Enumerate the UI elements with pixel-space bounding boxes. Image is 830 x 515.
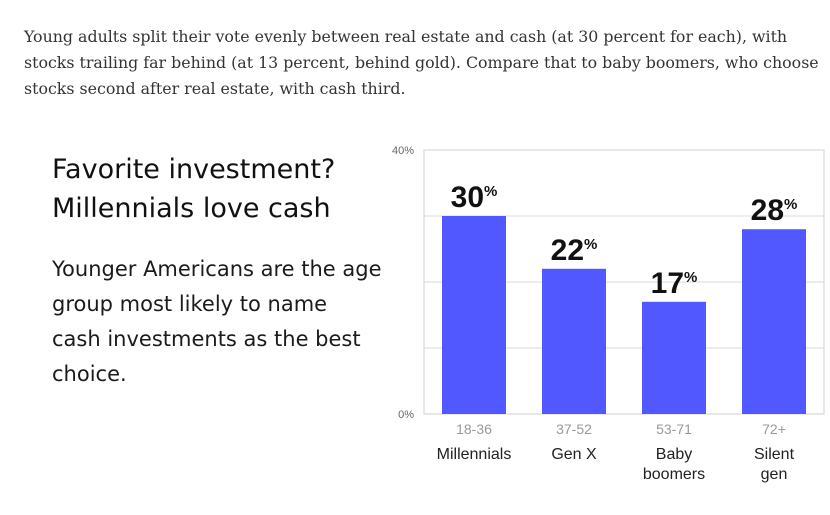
data-label: 28% <box>751 194 798 227</box>
category-label: Gen X <box>551 446 597 463</box>
bar <box>442 216 506 414</box>
headline-line-2: Millennials love cash <box>52 193 331 224</box>
age-range-label: 37-52 <box>556 421 592 437</box>
data-label: 17% <box>651 267 698 300</box>
category-label: Silent <box>754 446 795 463</box>
y-tick-label: 40% <box>392 145 414 157</box>
intro-paragraph: Young adults split their vote evenly bet… <box>24 26 819 98</box>
headline-line-1: Favorite investment? <box>52 154 336 185</box>
category-label: gen <box>761 466 788 483</box>
bar <box>542 268 606 414</box>
age-range-label: 53-71 <box>656 421 692 437</box>
chart-subtext: Younger Americans are the age group most… <box>52 257 382 386</box>
category-label: Millennials <box>437 446 512 463</box>
age-range-label: 18-36 <box>456 421 492 437</box>
chart-headline: Favorite investment? Millennials love ca… <box>52 150 382 228</box>
age-range-label: 72+ <box>762 421 786 437</box>
chart-infobox: Favorite investment? Millennials love ca… <box>52 150 382 392</box>
bar <box>742 229 806 414</box>
category-label: boomers <box>643 466 705 483</box>
y-tick-label: 0% <box>398 409 414 421</box>
bar <box>642 301 706 414</box>
category-label: Baby <box>656 446 692 463</box>
data-label: 22% <box>551 234 598 267</box>
data-label: 30% <box>451 181 498 214</box>
